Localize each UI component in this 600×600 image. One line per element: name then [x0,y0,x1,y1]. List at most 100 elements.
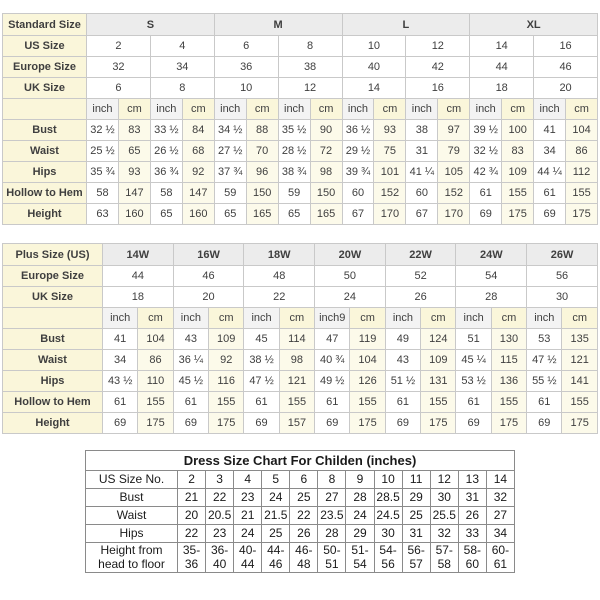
child-value-cell: 8 [317,470,347,489]
size-row-label: US Size [2,35,87,57]
child-value-cell: 20 [176,506,207,525]
table-row: Hips 43 ½ 110 45 ½ 116 47 ½ 121 49 ½ 126 51 ½ 131 5… [2,370,598,392]
measure-value-cell: 136 [490,370,528,392]
child-value-cell: 25 [261,524,291,543]
size-value-cell: 14 [341,77,407,99]
measure-value-cell: 96 [245,161,279,183]
child-value-cell: 20.5 [205,506,235,525]
measure-value-cell: 141 [561,370,598,392]
unit-cell: cm [117,98,151,120]
child-value-cell: 22 [205,488,235,507]
unit-cell: inch [86,98,119,120]
size-row-label: UK Size [2,77,87,99]
size-value-cell: 20 [533,77,598,99]
unit-cell: inch [469,98,503,120]
measure-row-label: Height [2,203,87,225]
measure-value-cell: 175 [420,412,457,434]
measure-value-cell: 41 [533,119,567,141]
measure-value-cell: 61 [533,182,567,204]
measure-value-cell: 58 [86,182,119,204]
child-value-cell: 25.5 [429,506,459,525]
size-group-header: 24W [455,243,528,266]
table-row: Height 69 175 69 175 69 157 69 175 69 175 69 175 69 17… [2,412,598,434]
child-value-cell: 46-48 [289,542,319,573]
measure-value-cell: 37 ¾ [213,161,247,183]
measure-value-cell: 165 [245,203,279,225]
measure-value-cell: 83 [117,119,151,141]
measure-value-cell: 112 [565,161,598,183]
corner-label: Standard Size [2,13,87,36]
measure-value-cell: 61 [243,391,280,413]
child-value-cell: 40-44 [233,542,263,573]
child-value-cell: 30 [373,524,403,543]
table-row: Height from head to floor 35-36 36-40 40-44… [85,542,516,573]
size-value-cell: 10 [213,77,279,99]
unit-cell: inch [149,98,183,120]
child-value-cell: 31 [401,524,431,543]
measure-value-cell: 45 ¼ [455,349,492,371]
measure-value-cell: 175 [137,412,174,434]
measure-row-label: Hips [2,161,87,183]
table-row: UK Size 18 20 22 24 26 28 30 [2,286,598,308]
size-group-header: 14W [102,243,174,266]
measure-value-cell: 150 [309,182,343,204]
measure-value-cell: 109 [208,328,245,350]
measure-value-cell: 26 ½ [149,140,183,162]
child-value-cell: 60-61 [485,542,516,573]
measure-value-cell: 98 [309,161,343,183]
measure-row-label: Hollow to Hem [2,182,87,204]
measure-row-label: Waist [2,349,103,371]
table-row: Europe Size 44 46 48 50 52 54 56 [2,265,598,287]
measure-value-cell: 47 [314,328,351,350]
measure-value-cell: 60 [341,182,375,204]
measure-value-cell: 130 [490,328,528,350]
child-value-cell: 33 [457,524,487,543]
child-value-cell: 12 [429,470,459,489]
child-value-cell: 5 [261,470,291,489]
measure-value-cell: 39 ½ [469,119,503,141]
measure-value-cell: 104 [349,349,386,371]
size-value-cell: 36 [213,56,279,78]
measure-value-cell: 175 [349,412,386,434]
size-value-cell: 16 [405,77,471,99]
unit-row-spacer [2,307,103,329]
measure-value-cell: 69 [384,412,422,434]
size-value-cell: 20 [172,286,245,308]
measure-value-cell: 35 ½ [277,119,311,141]
measure-value-cell: 90 [309,119,343,141]
child-value-cell: 6 [289,470,319,489]
size-value-cell: 32 [86,56,151,78]
measure-value-cell: 88 [245,119,279,141]
measure-value-cell: 155 [137,391,174,413]
measure-value-cell: 53 [526,328,563,350]
size-value-cell: 8 [149,77,215,99]
measure-value-cell: 28 ½ [277,140,311,162]
measure-value-cell: 68 [181,140,215,162]
child-value-cell: 27 [317,488,347,507]
measure-value-cell: 61 [172,391,210,413]
size-value-cell: 54 [455,265,528,287]
unit-cell: inch9 [314,307,351,329]
measure-value-cell: 38 ¾ [277,161,311,183]
unit-row-spacer [2,98,87,120]
measure-value-cell: 175 [561,412,598,434]
measure-value-cell: 67 [405,203,439,225]
measure-value-cell: 34 [533,140,567,162]
unit-cell: cm [561,307,598,329]
measure-value-cell: 40 ¾ [314,349,351,371]
child-value-cell: 34 [485,524,516,543]
measure-value-cell: 61 [384,391,422,413]
measure-value-cell: 65 [117,140,151,162]
child-value-cell: 54-56 [373,542,403,573]
measure-value-cell: 155 [208,391,245,413]
size-value-cell: 46 [172,265,245,287]
measure-value-cell: 29 ½ [341,140,375,162]
unit-cell: cm [437,98,471,120]
child-value-cell: 21.5 [261,506,291,525]
child-value-cell: 22 [176,524,207,543]
measure-value-cell: 104 [137,328,174,350]
measure-value-cell: 83 [501,140,535,162]
child-value-cell: 28.5 [373,488,403,507]
size-value-cell: 34 [149,56,215,78]
measure-value-cell: 72 [309,140,343,162]
